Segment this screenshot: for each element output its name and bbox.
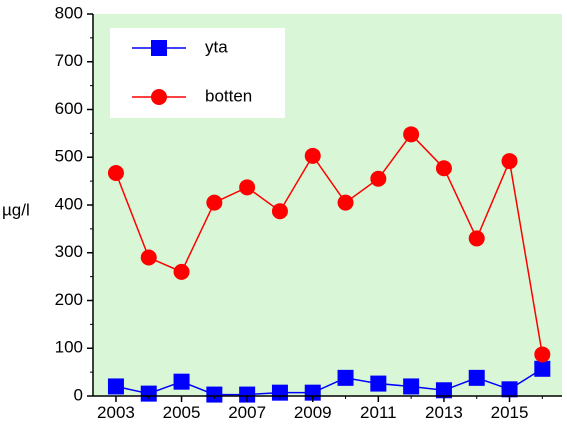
y-tick-label: 300 [55, 242, 83, 261]
data-point-yta [370, 375, 387, 392]
data-point-botten [206, 194, 223, 211]
x-tick-label: 2003 [97, 403, 135, 422]
legend-marker-botten [151, 89, 167, 105]
series-botten [107, 126, 551, 363]
data-point-botten [107, 165, 124, 182]
y-tick-label: 600 [55, 99, 83, 118]
y-tick-label: 500 [55, 147, 83, 166]
y-tick-label: 400 [55, 194, 83, 213]
data-point-botten [140, 249, 157, 266]
y-tick-label: 200 [55, 290, 83, 309]
legend-item-yta: yta [132, 37, 228, 56]
data-point-yta [337, 369, 354, 386]
legend-label-botten: botten [205, 86, 252, 105]
series-line-botten [115, 133, 544, 355]
data-point-botten [370, 170, 387, 187]
y-tick-label: 0 [74, 385, 83, 404]
data-point-yta [173, 373, 190, 390]
data-point-yta [206, 386, 223, 403]
data-point-botten [271, 203, 288, 220]
x-tick-label: 2009 [294, 403, 332, 422]
x-tick-label: 2013 [425, 403, 463, 422]
data-point-yta [140, 385, 157, 402]
data-point-botten [534, 346, 551, 363]
x-tick-label: 2005 [163, 403, 201, 422]
data-point-yta [107, 378, 124, 395]
legend-label-yta: yta [205, 37, 228, 56]
x-tick-label: 2015 [491, 403, 529, 422]
legend-marker-yta [151, 40, 167, 56]
x-tick-label: 2007 [228, 403, 266, 422]
data-point-botten [501, 153, 518, 170]
y-tick-label: 100 [55, 338, 83, 357]
data-point-yta [501, 381, 518, 398]
data-point-botten [435, 160, 452, 177]
legend: yta botten [110, 28, 285, 118]
data-point-yta [468, 369, 485, 386]
y-tick-label: 800 [55, 3, 83, 22]
data-point-botten [337, 194, 354, 211]
data-point-botten [239, 179, 256, 196]
data-point-botten [468, 230, 485, 247]
data-point-botten [173, 263, 190, 280]
data-point-yta [403, 378, 420, 395]
data-point-yta [534, 360, 551, 377]
x-tick-label: 2011 [360, 403, 397, 422]
ticks-layer: 0 100 200 300 400 500 600 700 800 2003 2005 2007 200… [55, 3, 543, 422]
legend-item-botten: botten [132, 86, 252, 105]
legend-box [110, 28, 285, 118]
data-point-yta [435, 382, 452, 399]
y-tick-label: 700 [55, 51, 83, 70]
data-point-botten [304, 147, 321, 164]
data-point-botten [403, 126, 420, 143]
data-point-yta [239, 386, 256, 403]
y-axis-title: µg/l [2, 200, 30, 219]
